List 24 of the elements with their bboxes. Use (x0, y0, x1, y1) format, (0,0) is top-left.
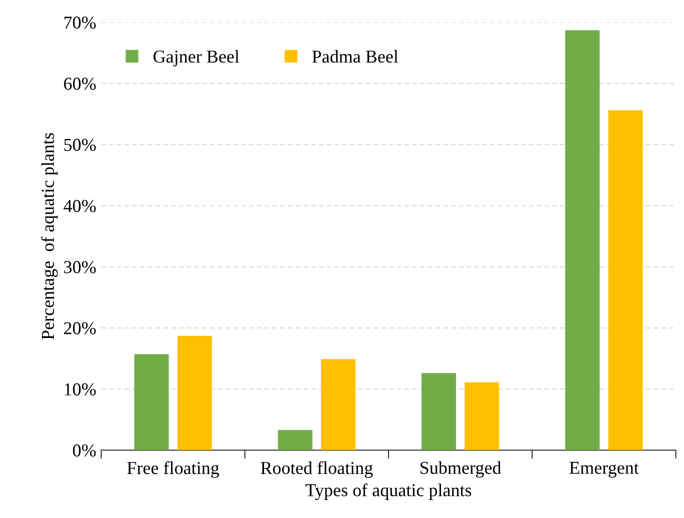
x-tick-label: Rooted floating (260, 461, 373, 478)
bar (422, 373, 456, 450)
y-tick-label: 0% (72, 444, 96, 457)
bar (464, 382, 500, 450)
y-tick-label: 60% (64, 78, 96, 90)
y-tick-label: 70% (64, 16, 96, 29)
y-tick-label: 40% (64, 200, 96, 212)
y-tick-label: 20% (64, 322, 96, 334)
x-tick-label: Free floating (127, 461, 220, 478)
y-tick-label: 30% (64, 261, 96, 274)
x-axis-title: Types of aquatic plants (305, 483, 472, 500)
legend-label: Gajner Beel (154, 50, 240, 66)
bar (608, 110, 643, 450)
bar (278, 430, 312, 450)
x-tick-label: Emergent (570, 462, 639, 478)
y-tick-label: 10% (64, 383, 96, 396)
legend-label: Padma Beel (312, 50, 398, 63)
bar (565, 30, 600, 450)
y-axis-title: Percentage of aquatic plants (41, 133, 58, 340)
x-tick-label: Submerged (420, 461, 502, 478)
bar (134, 354, 169, 450)
bar (321, 359, 356, 450)
bar (177, 336, 212, 450)
y-tick-label: 50% (64, 138, 96, 152)
